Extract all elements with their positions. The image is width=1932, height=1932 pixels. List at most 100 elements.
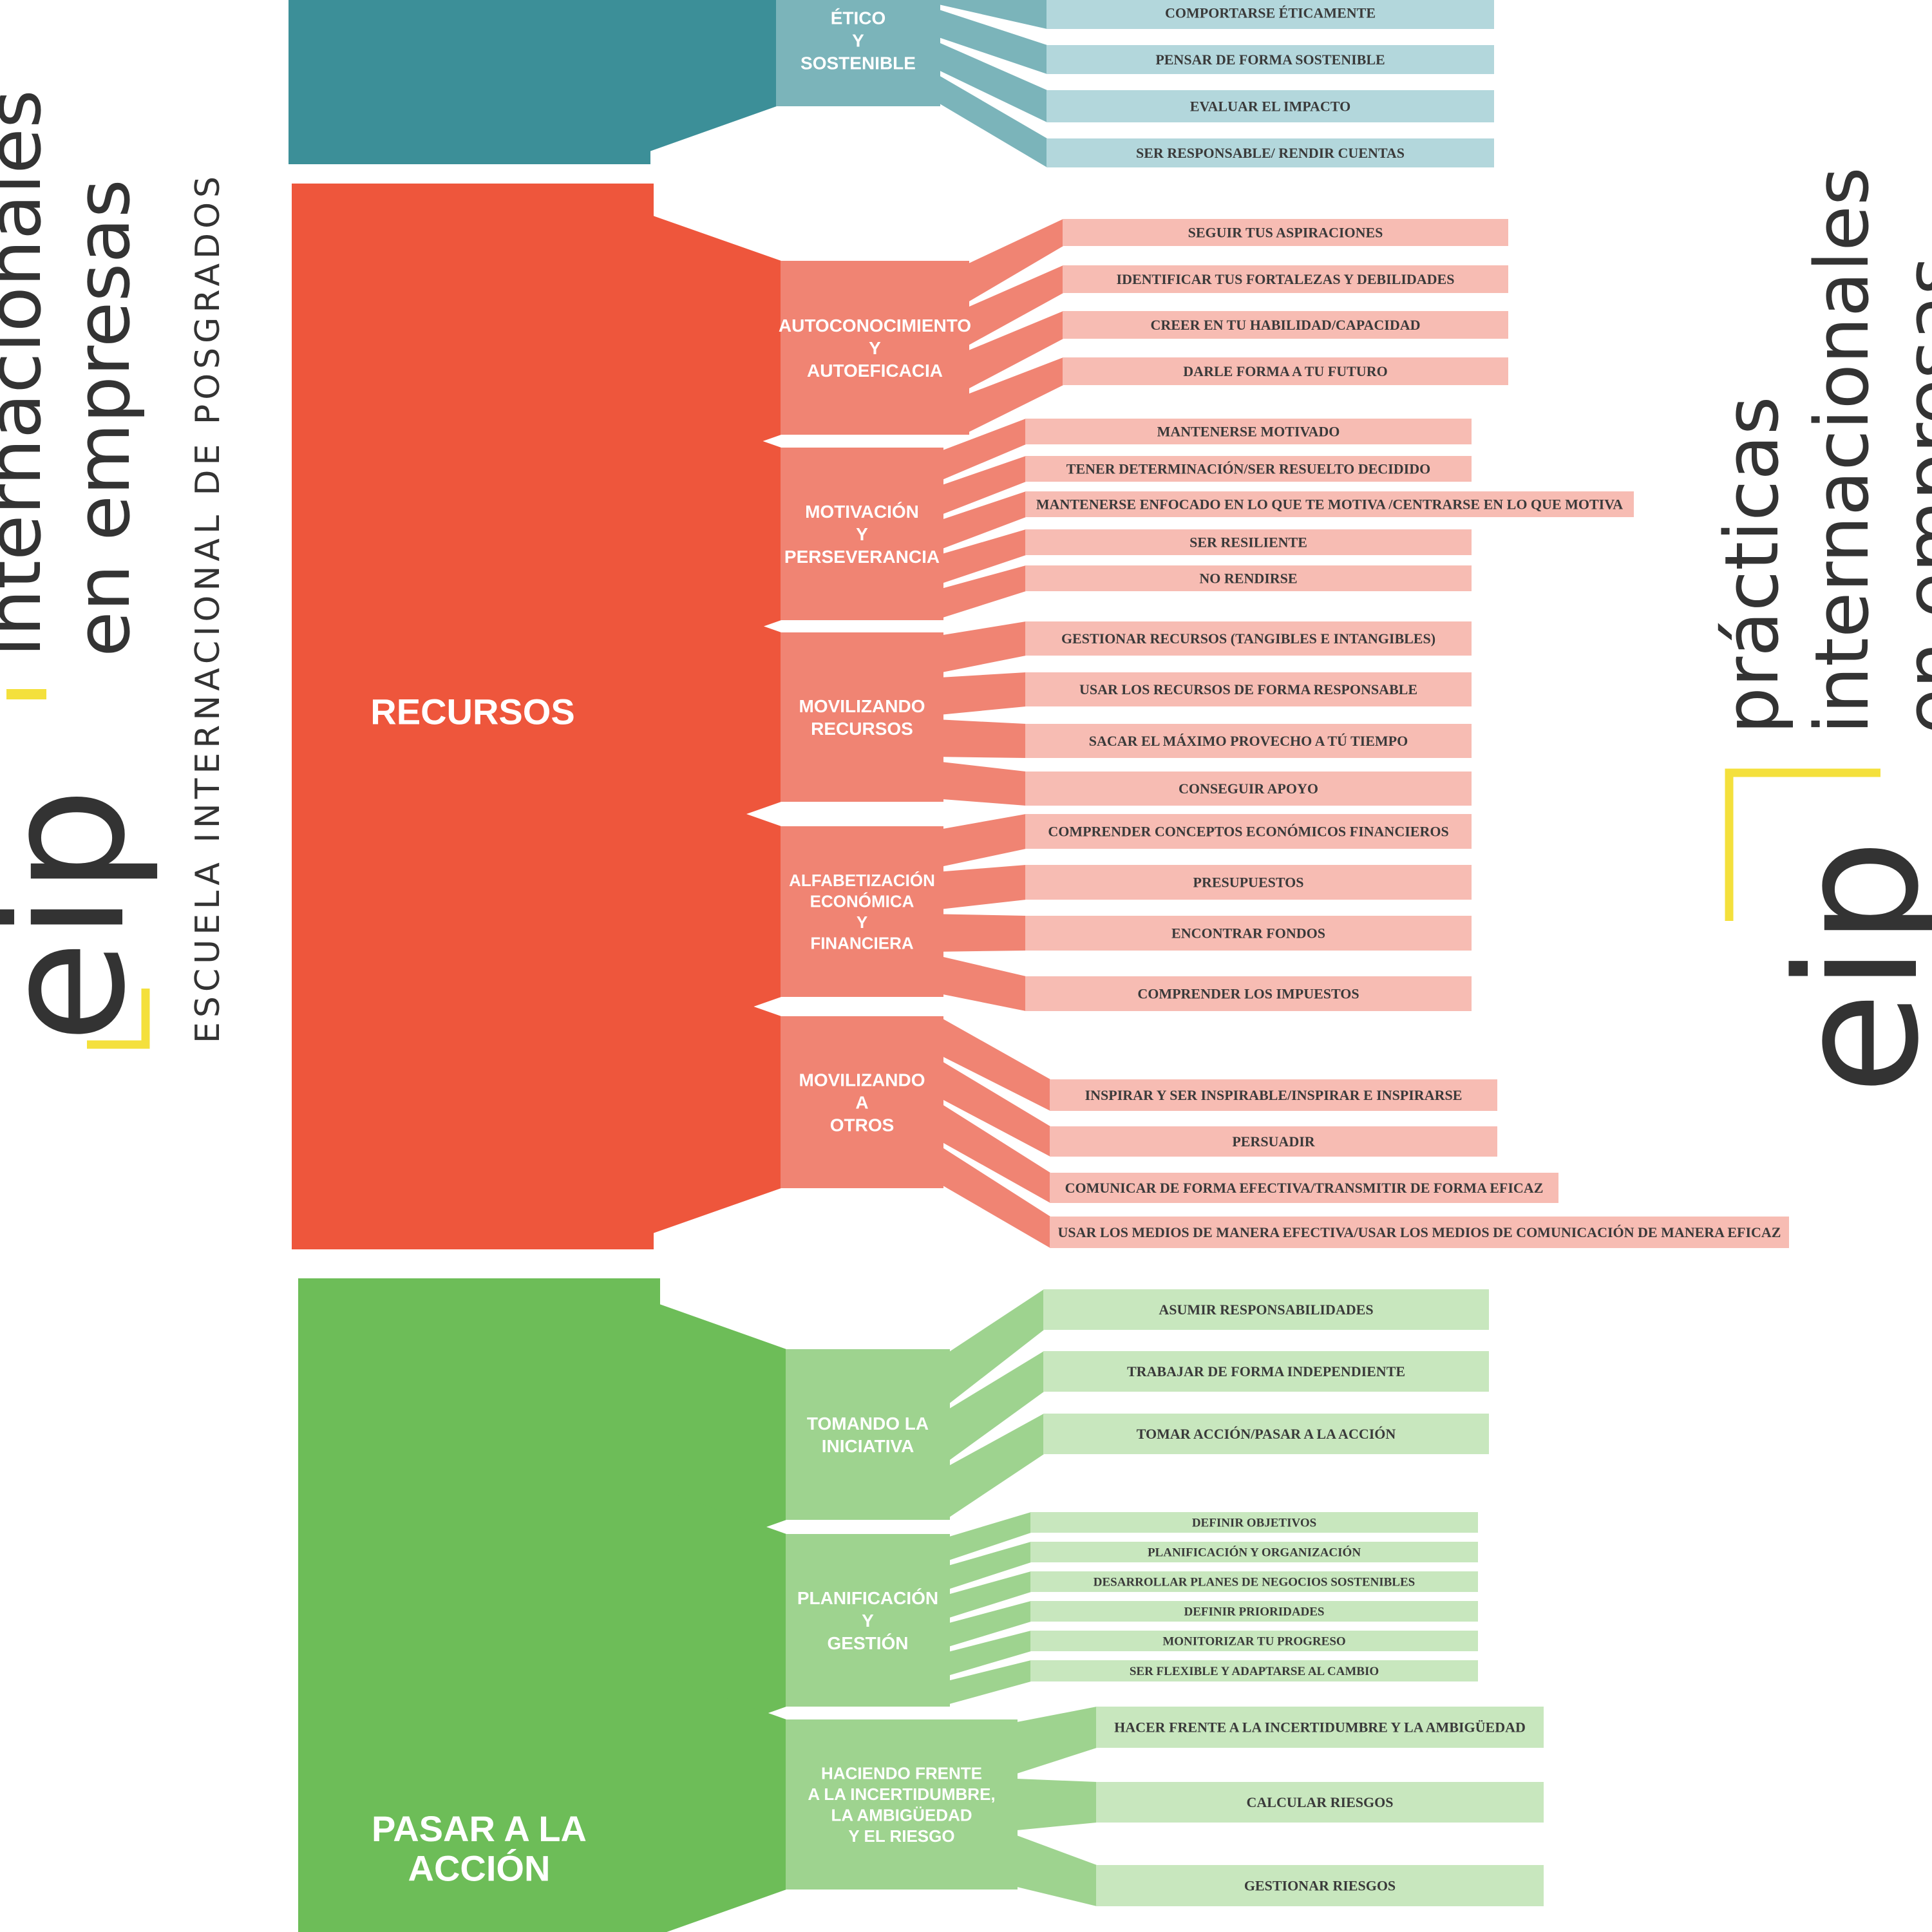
item-label: SER RESILIENTE: [1189, 535, 1307, 551]
item-bar: [1025, 814, 1472, 849]
item-label: IDENTIFICAR TUS FORTALEZAS Y DEBILIDADES: [1117, 271, 1455, 287]
item-label: ASUMIR RESPONSABILIDADES: [1159, 1302, 1373, 1318]
diagram-text: COMPORTARSE ÉTICAMENTE PENSAR DE FORMA SO…: [370, 5, 1781, 1894]
area-connector: [659, 1674, 786, 1932]
brand-right-logo: eip: [1761, 839, 1932, 1095]
item-bar: [1046, 138, 1494, 167]
item-bar: [1046, 90, 1494, 122]
brand-right-line3: en empresas: [1889, 256, 1932, 734]
item-connector: [969, 219, 1063, 302]
item-label: DEFINIR OBJETIVOS: [1192, 1517, 1316, 1530]
item-connector: [943, 719, 1026, 758]
area-connector: [653, 587, 781, 847]
sub-label: ALFABETIZACIÓN ECONÓMICA Y FINANCIERA: [789, 871, 935, 953]
brand-right: eip prácticas internacionales en empresa…: [1709, 167, 1932, 1095]
item-label: COMUNICAR DE FORMA EFECTIVA/TRANSMITIR D…: [1065, 1180, 1544, 1196]
item-bar: [1063, 357, 1508, 385]
item-connector: [943, 956, 1026, 1011]
item-connector: [943, 529, 1026, 583]
item-label: SACAR EL MÁXIMO PROVECHO A TÚ TIEMPO: [1089, 733, 1408, 749]
item-label: PRESUPUESTOS: [1193, 875, 1304, 891]
item-connector: [943, 491, 1026, 549]
item-bar: [1025, 672, 1472, 706]
sub-label: HACIENDO FRENTE A LA INCERTIDUMBRE, LA AMB…: [808, 1763, 995, 1846]
item-connector: [949, 1512, 1031, 1560]
sub-block: [786, 1534, 950, 1707]
item-label: DESARROLLAR PLANES DE NEGOCIOS SOSTENIBL…: [1094, 1576, 1415, 1589]
item-connector: [949, 1289, 1044, 1404]
area-connector: [653, 781, 781, 1042]
sub-block: [781, 448, 943, 620]
brand-right-line1: prácticas: [1709, 396, 1795, 734]
item-label: COMPORTARSE ÉTICAMENTE: [1165, 5, 1376, 21]
sub-block: [781, 261, 969, 435]
item-bar: [1025, 916, 1472, 951]
sub-label: AUTOCONOCIMIENTO Y AUTOEFICACIA: [779, 316, 971, 381]
item-bar: [1025, 419, 1472, 444]
item-label: EVALUAR EL IMPACTO: [1190, 99, 1350, 115]
item-bar: [1043, 1289, 1489, 1330]
item-connector: [1017, 1835, 1097, 1906]
item-bar: [1025, 865, 1472, 900]
item-connector: [1017, 1707, 1097, 1774]
item-label: SER FLEXIBLE Y ADAPTARSE AL CAMBIO: [1130, 1665, 1379, 1678]
item-bar: [1063, 219, 1508, 246]
item-connector: [943, 565, 1026, 618]
item-label: NO RENDIRSE: [1199, 571, 1297, 587]
item-label: CALCULAR RIESGOS: [1247, 1794, 1394, 1810]
item-bar: [1025, 565, 1472, 591]
item-bar: [1043, 1351, 1489, 1392]
item-bar: [1025, 529, 1472, 555]
item-label: ENCONTRAR FONDOS: [1171, 925, 1325, 942]
item-bar: [1030, 1660, 1478, 1681]
item-label: INSPIRAR Y SER INSPIRABLE/INSPIRAR E INS…: [1085, 1087, 1463, 1103]
brand-left-line1: internacionales: [0, 90, 58, 657]
item-label: USAR LOS MEDIOS DE MANERA EFECTIVA/USAR …: [1058, 1224, 1781, 1240]
item-label: TOMAR ACCIÓN/PASAR A LA ACCIÓN: [1137, 1426, 1396, 1442]
item-label: DARLE FORMA A TU FUTURO: [1183, 363, 1387, 379]
item-label: SEGUIR TUS ASPIRACIONES: [1188, 225, 1383, 241]
brand-left-line2: en empresas: [61, 179, 147, 657]
brand-left: eip internacionales en empresas ESCUELA …: [0, 90, 227, 1049]
item-bar: [1030, 1542, 1478, 1562]
item-label: HACER FRENTE A LA INCERTIDUMBRE Y LA AMB…: [1114, 1719, 1526, 1736]
sub-block: [786, 1719, 1018, 1889]
item-label: CREER EN TU HABILIDAD/CAPACIDAD: [1150, 317, 1420, 333]
area-block-accion: [298, 1278, 660, 1932]
item-bar: [1063, 265, 1508, 293]
item-bar: [1030, 1601, 1478, 1622]
item-bar: [1050, 1126, 1497, 1157]
item-bar: [1050, 1079, 1497, 1111]
area-label-recursos: RECURSOS: [370, 692, 574, 732]
item-label: GESTIONAR RECURSOS (TANGIBLES E INTANGIB…: [1061, 630, 1435, 647]
sub-block: [786, 1349, 950, 1520]
item-connector: [949, 1542, 1031, 1589]
item-label: MONITORIZAR TU PROGRESO: [1162, 1635, 1345, 1649]
area-block-etico: [289, 0, 650, 164]
item-connector: [940, 10, 1047, 74]
brand-right-line2: internacionales: [1799, 167, 1886, 734]
brand-left-corner: [87, 989, 150, 1049]
item-label: PENSAR DE FORMA SOSTENIBLE: [1155, 52, 1385, 68]
area-connector: [653, 971, 781, 1233]
item-connector: [943, 419, 1026, 480]
item-connector: [943, 914, 1026, 952]
item-label: CONSEGUIR APOYO: [1179, 781, 1318, 797]
item-label: SER RESPONSABLE/ RENDIR CUENTAS: [1136, 145, 1405, 161]
item-bar: [1050, 1217, 1789, 1248]
brand-left-tagline: ESCUELA INTERNACIONAL DE POSGRADOS: [189, 172, 227, 1043]
item-label: GESTIONAR RIESGOS: [1244, 1878, 1396, 1894]
item-bar: [1025, 621, 1472, 656]
area-label-accion: PASAR A LA ACCIÓN: [372, 1808, 587, 1889]
item-bar: [1025, 724, 1472, 758]
item-connector: [940, 75, 1047, 167]
item-label: PLANIFICACIÓN Y ORGANIZACIÓN: [1148, 1546, 1361, 1560]
item-bar: [1025, 456, 1472, 482]
item-connector: [943, 1061, 1050, 1157]
item-label: DEFINIR PRIORIDADES: [1184, 1605, 1325, 1619]
item-connector: [969, 265, 1063, 345]
item-bar: [1025, 772, 1472, 806]
item-connector: [1017, 1779, 1097, 1830]
sub-block: [776, 0, 940, 106]
item-label: USAR LOS RECURSOS DE FORMA RESPONSABLE: [1079, 681, 1417, 697]
